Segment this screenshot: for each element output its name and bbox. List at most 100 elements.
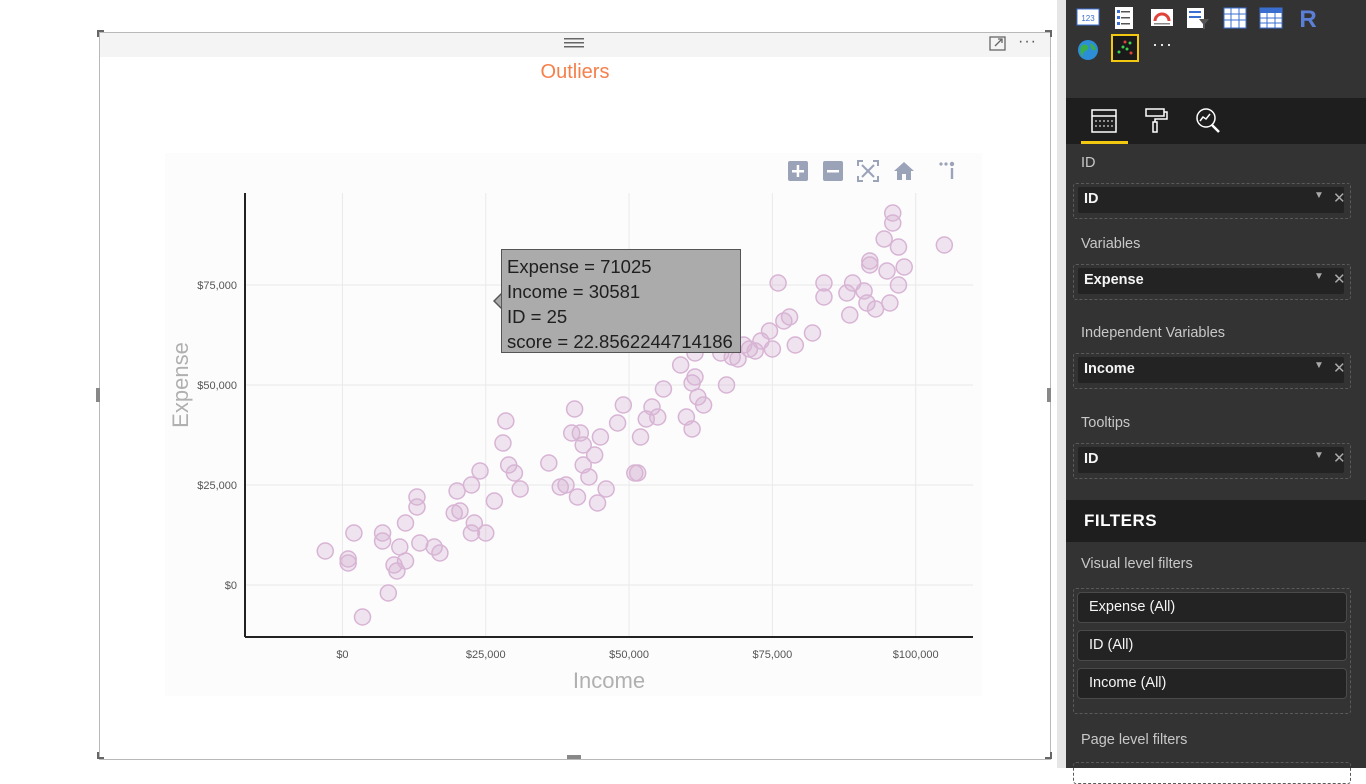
table-icon[interactable] xyxy=(1223,6,1247,30)
zoom-out-icon[interactable] xyxy=(822,160,844,182)
data-point[interactable] xyxy=(838,284,856,302)
matrix-icon[interactable] xyxy=(1259,6,1283,30)
chevron-down-icon[interactable]: ▼ xyxy=(1314,190,1324,201)
data-point[interactable] xyxy=(889,238,908,256)
data-point[interactable] xyxy=(316,542,335,560)
analytics-magnifier-icon[interactable] xyxy=(1190,104,1226,136)
data-point[interactable] xyxy=(648,408,667,426)
data-point[interactable] xyxy=(780,308,799,326)
data-point[interactable] xyxy=(477,524,495,542)
fields-tab-icon[interactable] xyxy=(1086,104,1122,136)
remove-field-icon[interactable]: ✕ xyxy=(1333,190,1346,207)
reset-axes-home-icon[interactable] xyxy=(893,160,915,182)
resize-handle-bottom-left[interactable] xyxy=(97,751,105,759)
data-point[interactable] xyxy=(353,608,372,626)
data-point[interactable] xyxy=(631,428,650,446)
data-point[interactable] xyxy=(411,534,429,552)
field-chip-tooltip-id[interactable]: ID ▼ ✕ xyxy=(1078,447,1346,473)
data-point[interactable] xyxy=(614,396,633,414)
format-paint-roller-icon[interactable] xyxy=(1138,104,1174,136)
data-point[interactable] xyxy=(339,550,357,568)
data-point[interactable] xyxy=(568,488,587,506)
filter-card-expense[interactable]: Expense (All) xyxy=(1077,592,1347,623)
slicer-icon[interactable] xyxy=(1186,6,1210,30)
data-point[interactable] xyxy=(379,584,398,602)
resize-handle-left[interactable] xyxy=(96,388,100,402)
focus-mode-icon[interactable] xyxy=(988,35,1008,53)
well-variables[interactable]: Expense ▼ ✕ xyxy=(1073,264,1351,300)
data-point[interactable] xyxy=(883,204,902,222)
data-point[interactable] xyxy=(373,532,392,550)
data-point[interactable] xyxy=(494,434,512,452)
data-point[interactable] xyxy=(654,380,673,398)
data-point[interactable] xyxy=(505,464,524,482)
data-point[interactable] xyxy=(841,306,859,324)
data-point[interactable] xyxy=(345,524,363,542)
field-chip-id[interactable]: ID ▼ ✕ xyxy=(1078,187,1346,213)
resize-handle-bottom[interactable] xyxy=(567,755,581,759)
data-point[interactable] xyxy=(861,252,879,270)
well-independent-variables[interactable]: Income ▼ ✕ xyxy=(1073,353,1351,389)
data-point[interactable] xyxy=(497,412,515,430)
scatter-plot[interactable]: $0 $25,000 $50,000 $75,000 $100,000 $0 $25,000… xyxy=(100,33,1050,759)
data-point[interactable] xyxy=(471,462,489,480)
remove-field-icon[interactable]: ✕ xyxy=(1333,360,1346,377)
data-point[interactable] xyxy=(408,498,426,516)
data-point[interactable] xyxy=(935,236,954,254)
resize-handle-top-left[interactable] xyxy=(97,30,105,38)
data-point[interactable] xyxy=(585,446,604,464)
data-point[interactable] xyxy=(686,368,704,386)
autoscale-icon[interactable] xyxy=(857,160,879,182)
outliers-visual[interactable]: ··· Outliers $0 $25,000 $50,000 $75,000 $100… xyxy=(96,30,1052,760)
data-point[interactable] xyxy=(396,514,415,532)
zoom-in-icon[interactable] xyxy=(787,160,809,182)
page-level-filters-well[interactable] xyxy=(1073,762,1351,784)
scatter-custom-icon-selected[interactable] xyxy=(1111,34,1139,62)
data-point[interactable] xyxy=(803,324,822,342)
data-point[interactable] xyxy=(671,356,690,374)
r-script-icon[interactable]: R xyxy=(1296,6,1320,30)
data-point[interactable] xyxy=(339,554,357,572)
well-tooltips[interactable]: ID ▼ ✕ xyxy=(1073,443,1351,479)
data-point[interactable] xyxy=(881,294,899,312)
kpi-card-icon[interactable]: 123 xyxy=(1076,6,1100,30)
data-point[interactable] xyxy=(485,492,504,510)
data-point[interactable] xyxy=(396,552,415,570)
resize-handle-right[interactable] xyxy=(1047,388,1051,402)
data-point[interactable] xyxy=(431,544,449,562)
data-point[interactable] xyxy=(717,376,736,394)
gauge-icon[interactable] xyxy=(1150,6,1174,30)
more-visuals-icon[interactable]: ··· xyxy=(1152,34,1173,54)
data-point[interactable] xyxy=(883,214,902,232)
data-point[interactable] xyxy=(760,322,779,340)
resize-handle-top-right[interactable] xyxy=(1044,30,1052,38)
data-point[interactable] xyxy=(763,340,782,358)
data-point[interactable] xyxy=(875,230,893,248)
data-point[interactable] xyxy=(878,262,896,280)
data-point[interactable] xyxy=(643,398,661,416)
remove-field-icon[interactable]: ✕ xyxy=(1333,450,1346,467)
data-point[interactable] xyxy=(462,524,481,542)
data-point[interactable] xyxy=(597,480,615,498)
data-point[interactable] xyxy=(815,288,833,306)
data-point[interactable] xyxy=(580,468,598,486)
remove-field-icon[interactable]: ✕ xyxy=(1333,271,1346,288)
data-point[interactable] xyxy=(451,502,469,520)
data-point[interactable] xyxy=(628,464,647,482)
multi-row-card-icon[interactable] xyxy=(1113,6,1137,30)
drag-grip-icon[interactable] xyxy=(564,37,584,49)
data-point[interactable] xyxy=(694,396,713,414)
globe-map-icon[interactable] xyxy=(1076,38,1100,62)
data-point[interactable] xyxy=(574,436,592,454)
data-point[interactable] xyxy=(889,276,908,294)
filter-card-income[interactable]: Income (All) xyxy=(1077,668,1347,699)
well-id[interactable]: ID ▼ ✕ xyxy=(1073,183,1351,219)
data-point[interactable] xyxy=(511,480,529,498)
data-point[interactable] xyxy=(858,294,876,312)
data-point[interactable] xyxy=(540,454,558,472)
data-point[interactable] xyxy=(465,514,484,532)
data-point[interactable] xyxy=(746,342,764,360)
data-point[interactable] xyxy=(786,336,805,354)
data-point[interactable] xyxy=(769,274,787,292)
plotly-logo-icon[interactable] xyxy=(937,160,959,182)
